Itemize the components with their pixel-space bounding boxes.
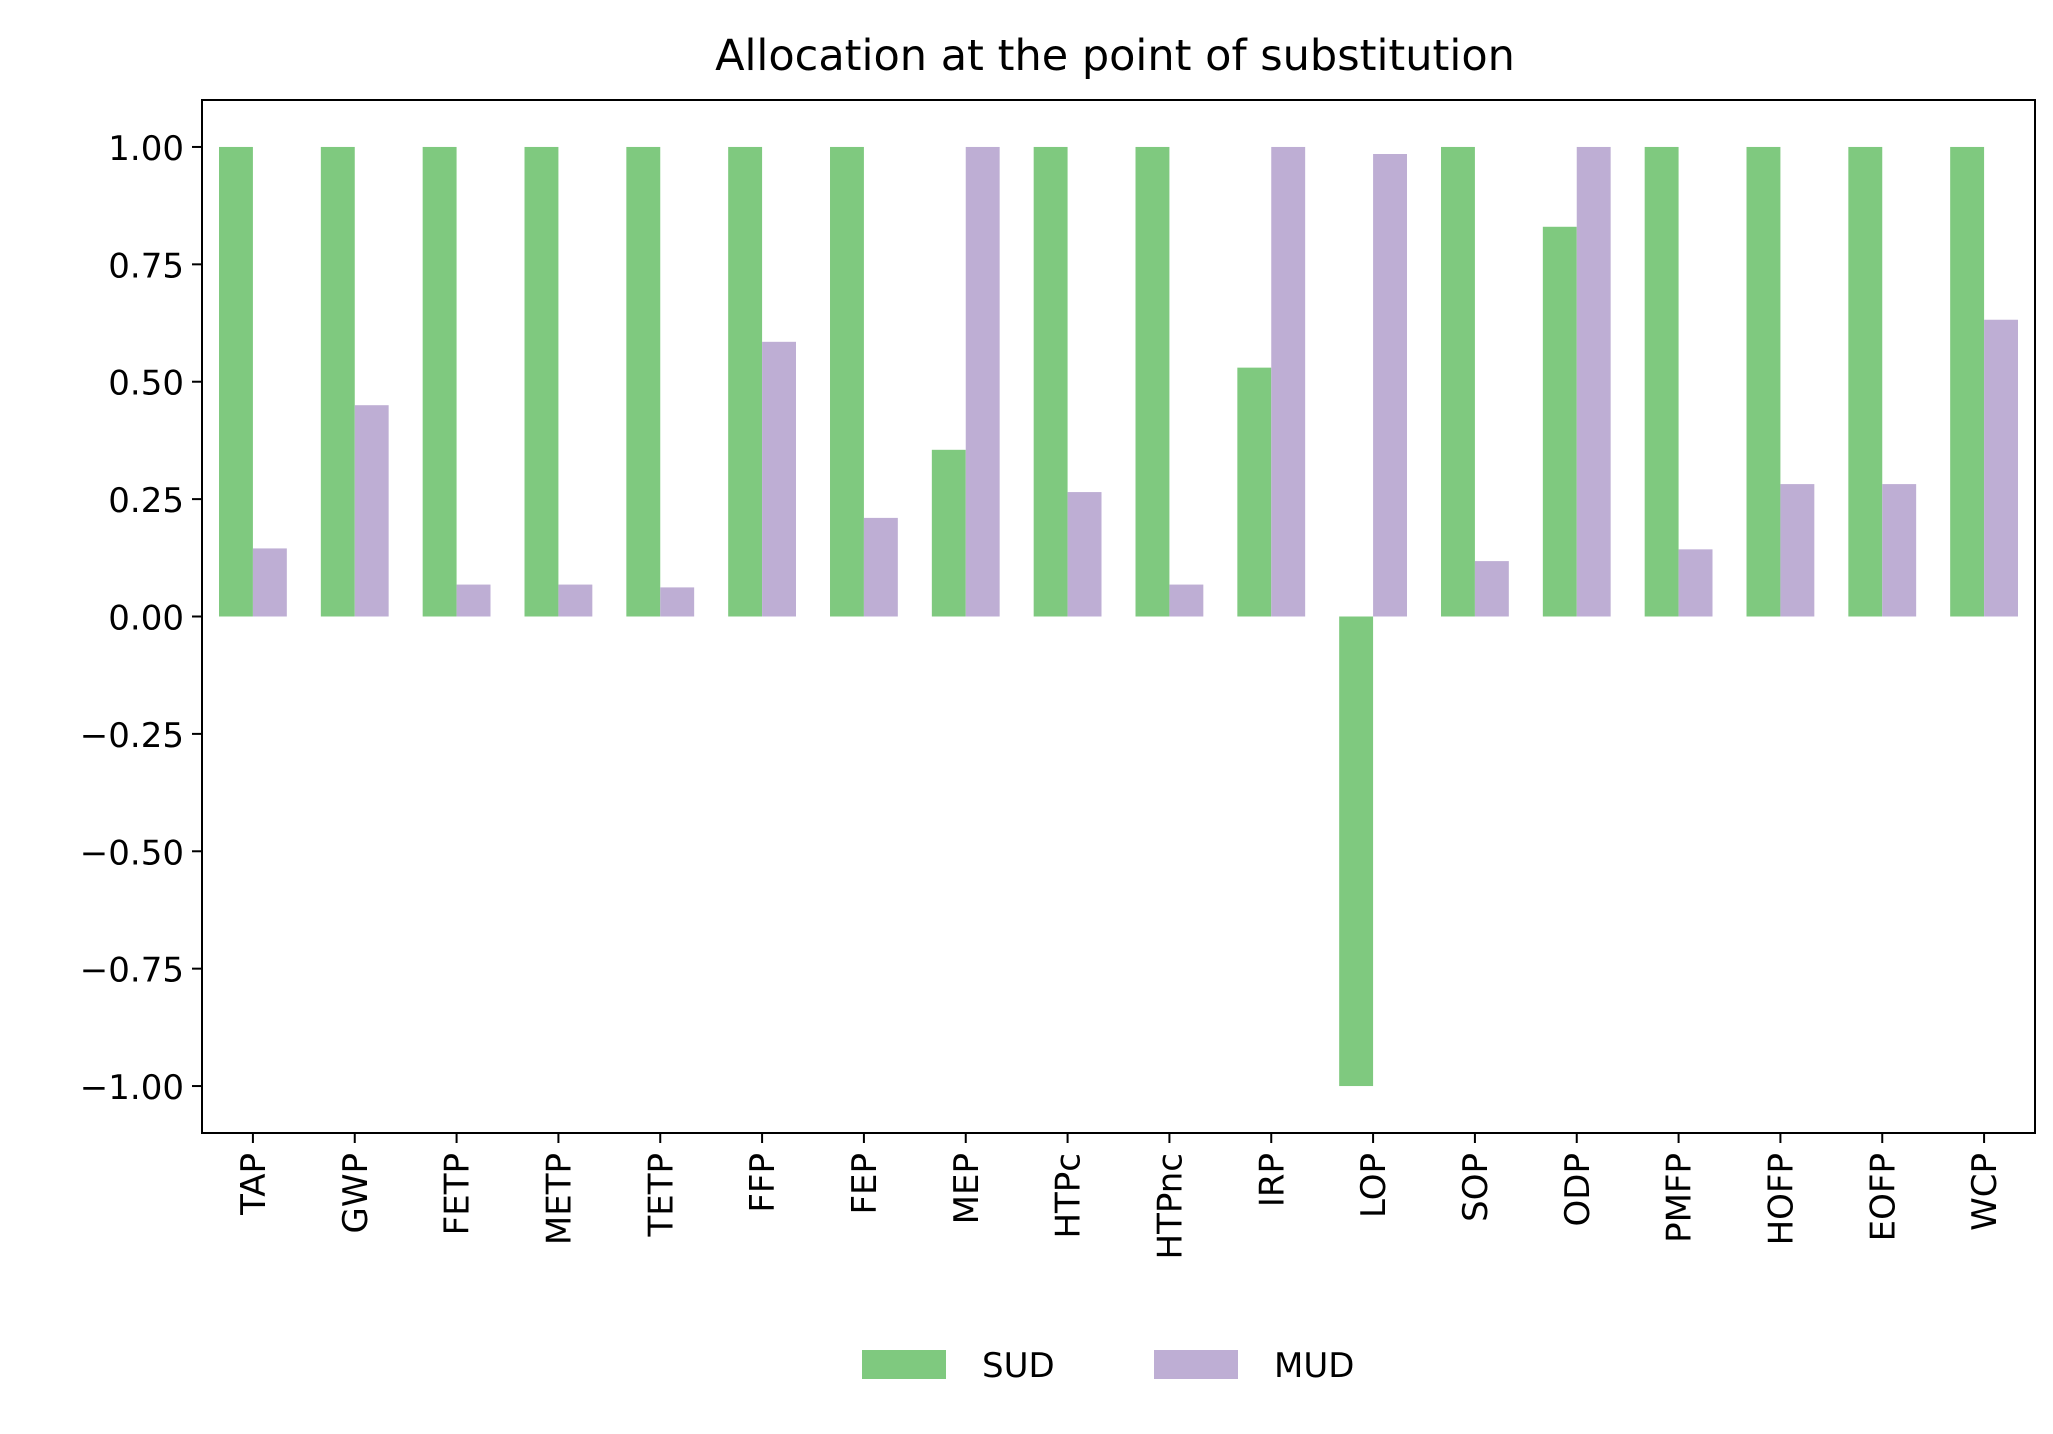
bar-mud-gwp <box>354 405 389 617</box>
bar-mud-hofp <box>1780 484 1815 617</box>
bar-sud-eofp <box>1848 146 1883 617</box>
bar-sud-fetp <box>422 146 457 617</box>
y-tick-label: 0.00 <box>108 599 184 639</box>
bar-sud-metp <box>524 146 559 617</box>
x-tick-label: HTPnc <box>1150 1153 1190 1259</box>
plot-frame <box>201 99 2036 1134</box>
legend: SUD MUD <box>862 1346 1354 1386</box>
legend-label-mud: MUD <box>1274 1346 1354 1386</box>
bar-mud-tap <box>252 548 287 617</box>
x-tick-label: FETP <box>438 1153 478 1235</box>
bar-mud-htpnc <box>1169 584 1204 617</box>
y-tick-label: 0.25 <box>108 481 184 521</box>
bar-sud-pmfp <box>1644 146 1679 617</box>
bar-sud-odp <box>1542 226 1577 617</box>
x-tick-label: EOFP <box>1863 1153 1903 1241</box>
x-tick-label: TETP <box>641 1153 681 1238</box>
bar-mud-odp <box>1576 146 1611 617</box>
y-tick-label: 0.50 <box>108 364 184 404</box>
bar-sud-fep <box>830 146 864 617</box>
bar-sud-irp <box>1237 367 1272 617</box>
bar-mud-htpc <box>1067 492 1102 617</box>
x-tick-label: FFP <box>743 1153 783 1213</box>
bars-layer <box>219 146 2018 1087</box>
bar-mud-sop <box>1474 561 1509 617</box>
bar-sud-htpnc <box>1135 146 1170 617</box>
bar-mud-metp <box>558 584 593 617</box>
x-tick-label: MEP <box>947 1153 987 1224</box>
bar-mud-tetp <box>660 587 695 617</box>
y-tick-label: −1.00 <box>80 1068 184 1108</box>
x-tick-label: HTPc <box>1049 1153 1089 1239</box>
bar-mud-mep <box>965 146 1000 617</box>
chart-title: Allocation at the point of substitution <box>715 31 1515 81</box>
legend-swatch-sud <box>862 1350 946 1379</box>
x-tick-label: GWP <box>336 1153 376 1233</box>
bar-sud-hofp <box>1746 146 1781 617</box>
bar-mud-ffp <box>762 341 796 617</box>
y-axis: 1.00 0.75 0.50 0.25 0.00 −0.25 −0.50 −0.75 −1.00 <box>80 129 202 1108</box>
bar-sud-gwp <box>320 146 355 617</box>
bar-sud-lop <box>1339 616 1374 1087</box>
x-tick-label: HOFP <box>1761 1153 1801 1245</box>
y-tick-label: 0.75 <box>108 246 184 286</box>
bar-sud-tetp <box>626 146 661 617</box>
bar-mud-pmfp <box>1678 549 1713 617</box>
y-tick-label: −0.25 <box>80 716 184 756</box>
x-tick-label: IRP <box>1252 1153 1292 1207</box>
y-tick-label: 1.00 <box>108 129 184 169</box>
x-tick-label: SOP <box>1456 1153 1496 1222</box>
x-tick-label: LOP <box>1354 1153 1394 1218</box>
bar-mud-lop <box>1373 153 1407 617</box>
x-tick-label: TAP <box>234 1153 274 1216</box>
bar-sud-tap <box>219 146 253 617</box>
y-tick-label: −0.50 <box>80 833 184 873</box>
bar-mud-irp <box>1271 146 1306 617</box>
x-tick-label: PMFP <box>1660 1153 1700 1243</box>
x-axis: TAP GWP FETP METP TETP FFP FEP MEP HTPc HTPnc IRP L… <box>234 1133 2005 1259</box>
x-tick-label: FEP <box>845 1153 885 1215</box>
y-tick-label: −0.75 <box>80 951 184 991</box>
x-tick-label: ODP <box>1558 1153 1598 1226</box>
x-tick-label: METP <box>539 1153 579 1245</box>
x-tick-label: WCP <box>1965 1153 2005 1231</box>
bar-mud-fep <box>863 517 898 617</box>
bar-sud-htpc <box>1033 146 1068 617</box>
bar-mud-eofp <box>1882 484 1917 617</box>
bar-sud-ffp <box>728 146 763 617</box>
bar-sud-sop <box>1441 146 1475 617</box>
bar-sud-wcp <box>1950 146 1985 617</box>
bar-mud-wcp <box>1984 319 2018 617</box>
bar-sud-mep <box>931 449 966 617</box>
bar-mud-fetp <box>456 584 491 617</box>
legend-swatch-mud <box>1154 1350 1238 1379</box>
legend-label-sud: SUD <box>982 1346 1055 1386</box>
